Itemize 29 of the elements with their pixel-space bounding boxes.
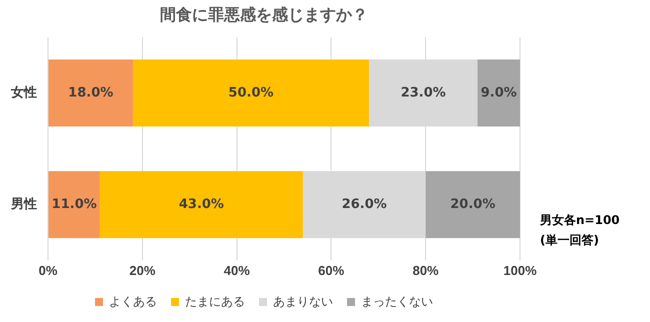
x-tick-label: 60%: [318, 262, 345, 278]
data-label: 18.0%: [68, 85, 114, 100]
bar: [48, 60, 133, 126]
x-tick-label: 0%: [38, 262, 58, 278]
data-label: 9.0%: [480, 85, 517, 100]
x-tick-label: 80%: [412, 262, 440, 278]
data-label: 11.0%: [52, 196, 97, 212]
legend-label: あまりない: [273, 294, 333, 308]
y-tick-label: 男性: [10, 196, 37, 212]
legend-label: よくある: [109, 294, 157, 308]
data-label: 20.0%: [450, 196, 496, 212]
text: 男女各n=100: [540, 212, 620, 229]
y-tick-label: 女性: [10, 84, 37, 100]
x-tick-label: 20%: [129, 262, 156, 278]
text: (単一回答): [540, 232, 600, 249]
bar: [48, 171, 100, 238]
bar: [100, 171, 303, 238]
data-label: 26.0%: [342, 196, 387, 212]
bar: [132, 60, 369, 126]
chart-title: 間食に罪悪感を感じますか？: [160, 6, 368, 24]
legend-label: まったくない: [361, 294, 433, 308]
data-label: 43.0%: [178, 196, 224, 212]
x-tick-label: 40%: [224, 262, 250, 278]
bar: [478, 60, 520, 126]
data-label: 23.0%: [400, 85, 446, 100]
data-label: 50.0%: [228, 85, 274, 100]
x-tick-label: 100%: [503, 262, 538, 278]
legend-label: たまにある: [185, 294, 245, 308]
bar: [426, 171, 520, 238]
